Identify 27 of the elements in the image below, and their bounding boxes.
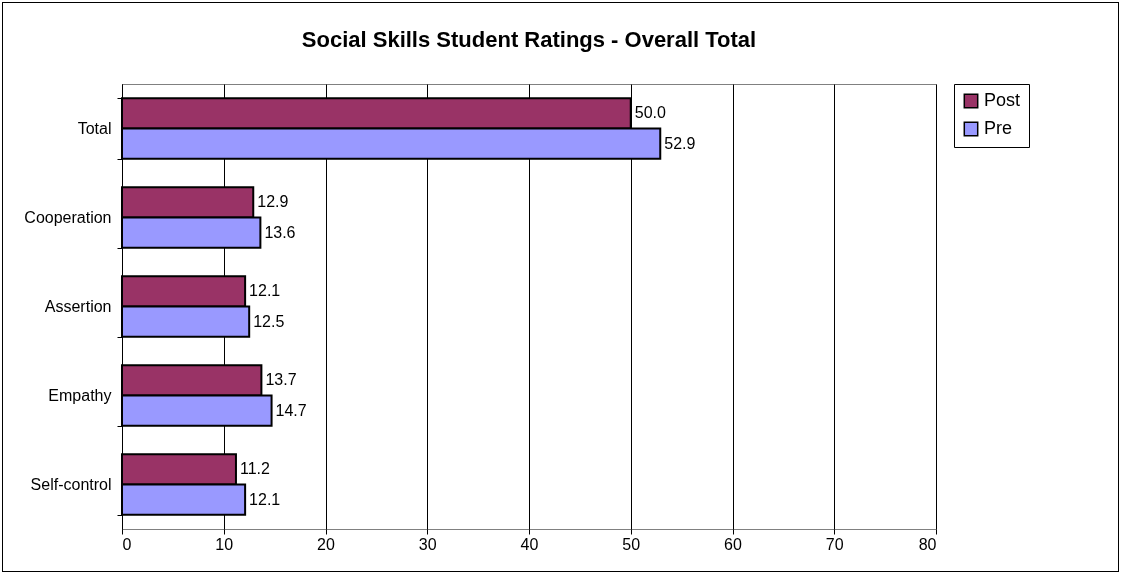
x-tick-label: 30 (418, 535, 437, 553)
y-tick-label: Cooperation (24, 209, 112, 226)
x-tick-label: 0 (122, 535, 132, 553)
x-tick-label: 10 (215, 535, 234, 553)
data-label: 12.5 (253, 312, 285, 330)
data-label: 12.1 (249, 490, 281, 508)
legend-label: Post (984, 90, 1021, 110)
legend-label: Pre (984, 118, 1013, 138)
data-label: 12.1 (249, 282, 281, 300)
x-tick-label: 40 (520, 535, 539, 553)
data-label: 50.0 (634, 104, 666, 122)
y-tick-label: Empathy (48, 387, 112, 404)
x-tick-label: 50 (622, 535, 641, 553)
data-label: 13.7 (265, 371, 297, 389)
data-label: 11.2 (239, 460, 271, 478)
y-tick-label: Self-control (30, 476, 112, 493)
y-tick-label: Assertion (44, 298, 112, 315)
x-tick-label: 70 (825, 535, 844, 553)
x-tick-label: 60 (724, 535, 742, 553)
chart-title: Social Skills Student Ratings - Overall Total (301, 27, 757, 52)
x-tick-label: 80 (918, 535, 937, 553)
data-label: 14.7 (275, 401, 307, 419)
data-label: 52.9 (664, 134, 696, 152)
x-tick-label: 20 (317, 535, 335, 553)
y-tick-label: Total (77, 120, 112, 137)
data-label: 13.6 (264, 223, 296, 241)
data-label: 12.9 (257, 193, 289, 211)
